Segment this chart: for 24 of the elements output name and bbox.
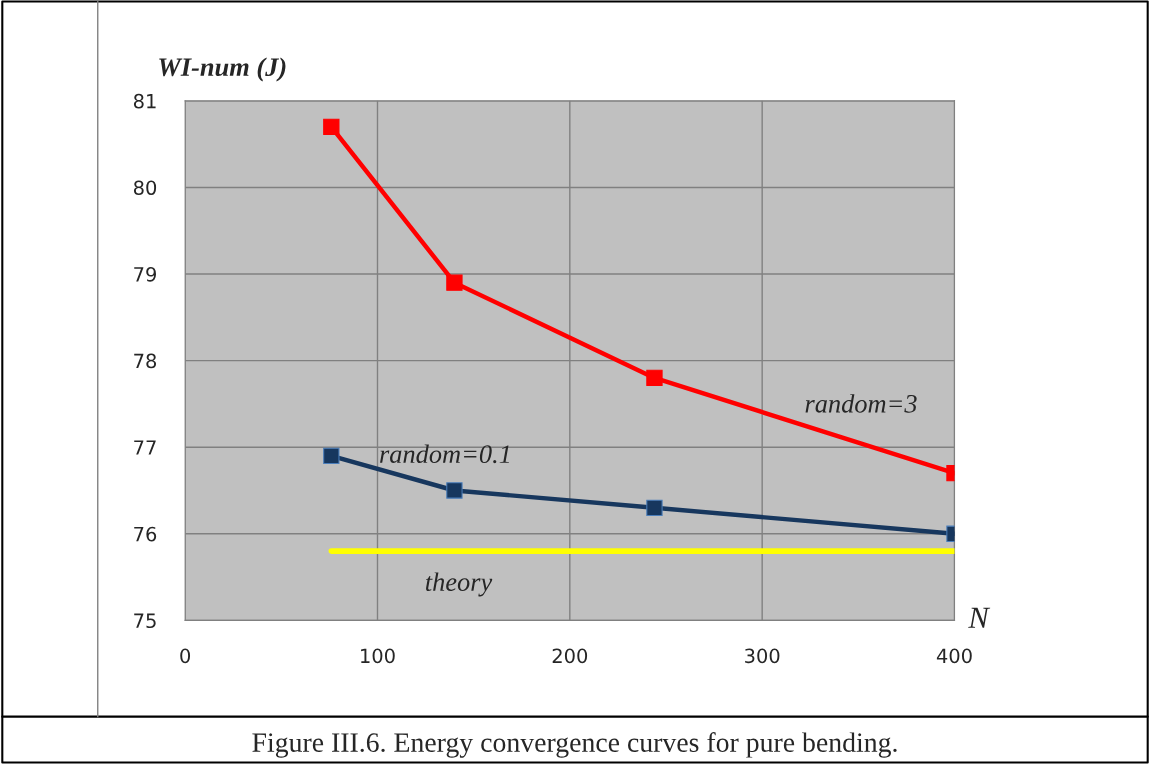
point	[446, 274, 463, 291]
point	[446, 482, 463, 499]
point	[323, 447, 340, 465]
y-tick-label: 80	[133, 180, 157, 196]
y-tick-label: 79	[134, 266, 156, 282]
x-axis-title: N	[968, 607, 991, 628]
text: Figure III.6. Energy convergence curves for pure bending.	[252, 732, 897, 758]
x-tick-label: 100	[361, 648, 395, 664]
series-label: theory	[425, 572, 493, 597]
point	[646, 499, 663, 516]
y-tick-label: 75	[134, 613, 156, 629]
x-tick-label: 200	[552, 648, 588, 664]
point	[323, 118, 340, 135]
point	[646, 369, 663, 387]
x-tick-label: 400	[936, 648, 972, 664]
y-tick-label: 78	[134, 353, 157, 369]
x-tick-label: 0	[180, 648, 191, 664]
x-tick-label: 300	[745, 648, 780, 664]
y-tick-label: 81	[133, 93, 156, 109]
series-label: random=0.1	[380, 444, 510, 464]
y-tick-label: 76	[134, 526, 157, 542]
y-axis-title: WI-num (J)	[159, 57, 286, 82]
series-label: random=3	[805, 394, 917, 413]
y-tick-label: 77	[134, 440, 156, 455]
